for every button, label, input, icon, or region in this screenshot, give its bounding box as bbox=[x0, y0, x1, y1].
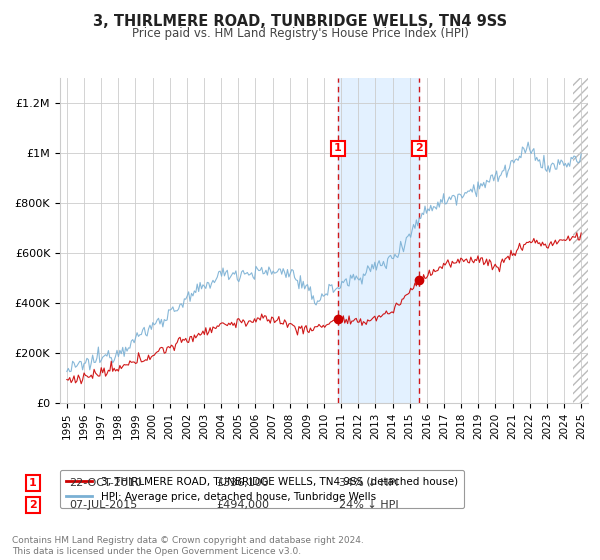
Legend: 3, THIRLMERE ROAD, TUNBRIDGE WELLS, TN4 9SS (detached house), HPI: Average price: 3, THIRLMERE ROAD, TUNBRIDGE WELLS, TN4 … bbox=[60, 470, 464, 508]
Text: 2: 2 bbox=[415, 143, 423, 153]
Text: 1: 1 bbox=[334, 143, 342, 153]
Bar bbox=[338, 78, 419, 403]
Text: 3, THIRLMERE ROAD, TUNBRIDGE WELLS, TN4 9SS: 3, THIRLMERE ROAD, TUNBRIDGE WELLS, TN4 … bbox=[93, 14, 507, 29]
Text: 22-OCT-2010: 22-OCT-2010 bbox=[69, 478, 142, 488]
Bar bbox=[572, 78, 596, 403]
Text: 34% ↓ HPI: 34% ↓ HPI bbox=[339, 478, 398, 488]
Text: £336,100: £336,100 bbox=[216, 478, 269, 488]
Text: 2: 2 bbox=[29, 500, 37, 510]
Text: Price paid vs. HM Land Registry's House Price Index (HPI): Price paid vs. HM Land Registry's House … bbox=[131, 27, 469, 40]
Text: 07-JUL-2015: 07-JUL-2015 bbox=[69, 500, 137, 510]
Text: 1: 1 bbox=[29, 478, 37, 488]
Text: Contains HM Land Registry data © Crown copyright and database right 2024.
This d: Contains HM Land Registry data © Crown c… bbox=[12, 536, 364, 556]
Text: £494,000: £494,000 bbox=[216, 500, 269, 510]
Text: 24% ↓ HPI: 24% ↓ HPI bbox=[339, 500, 398, 510]
